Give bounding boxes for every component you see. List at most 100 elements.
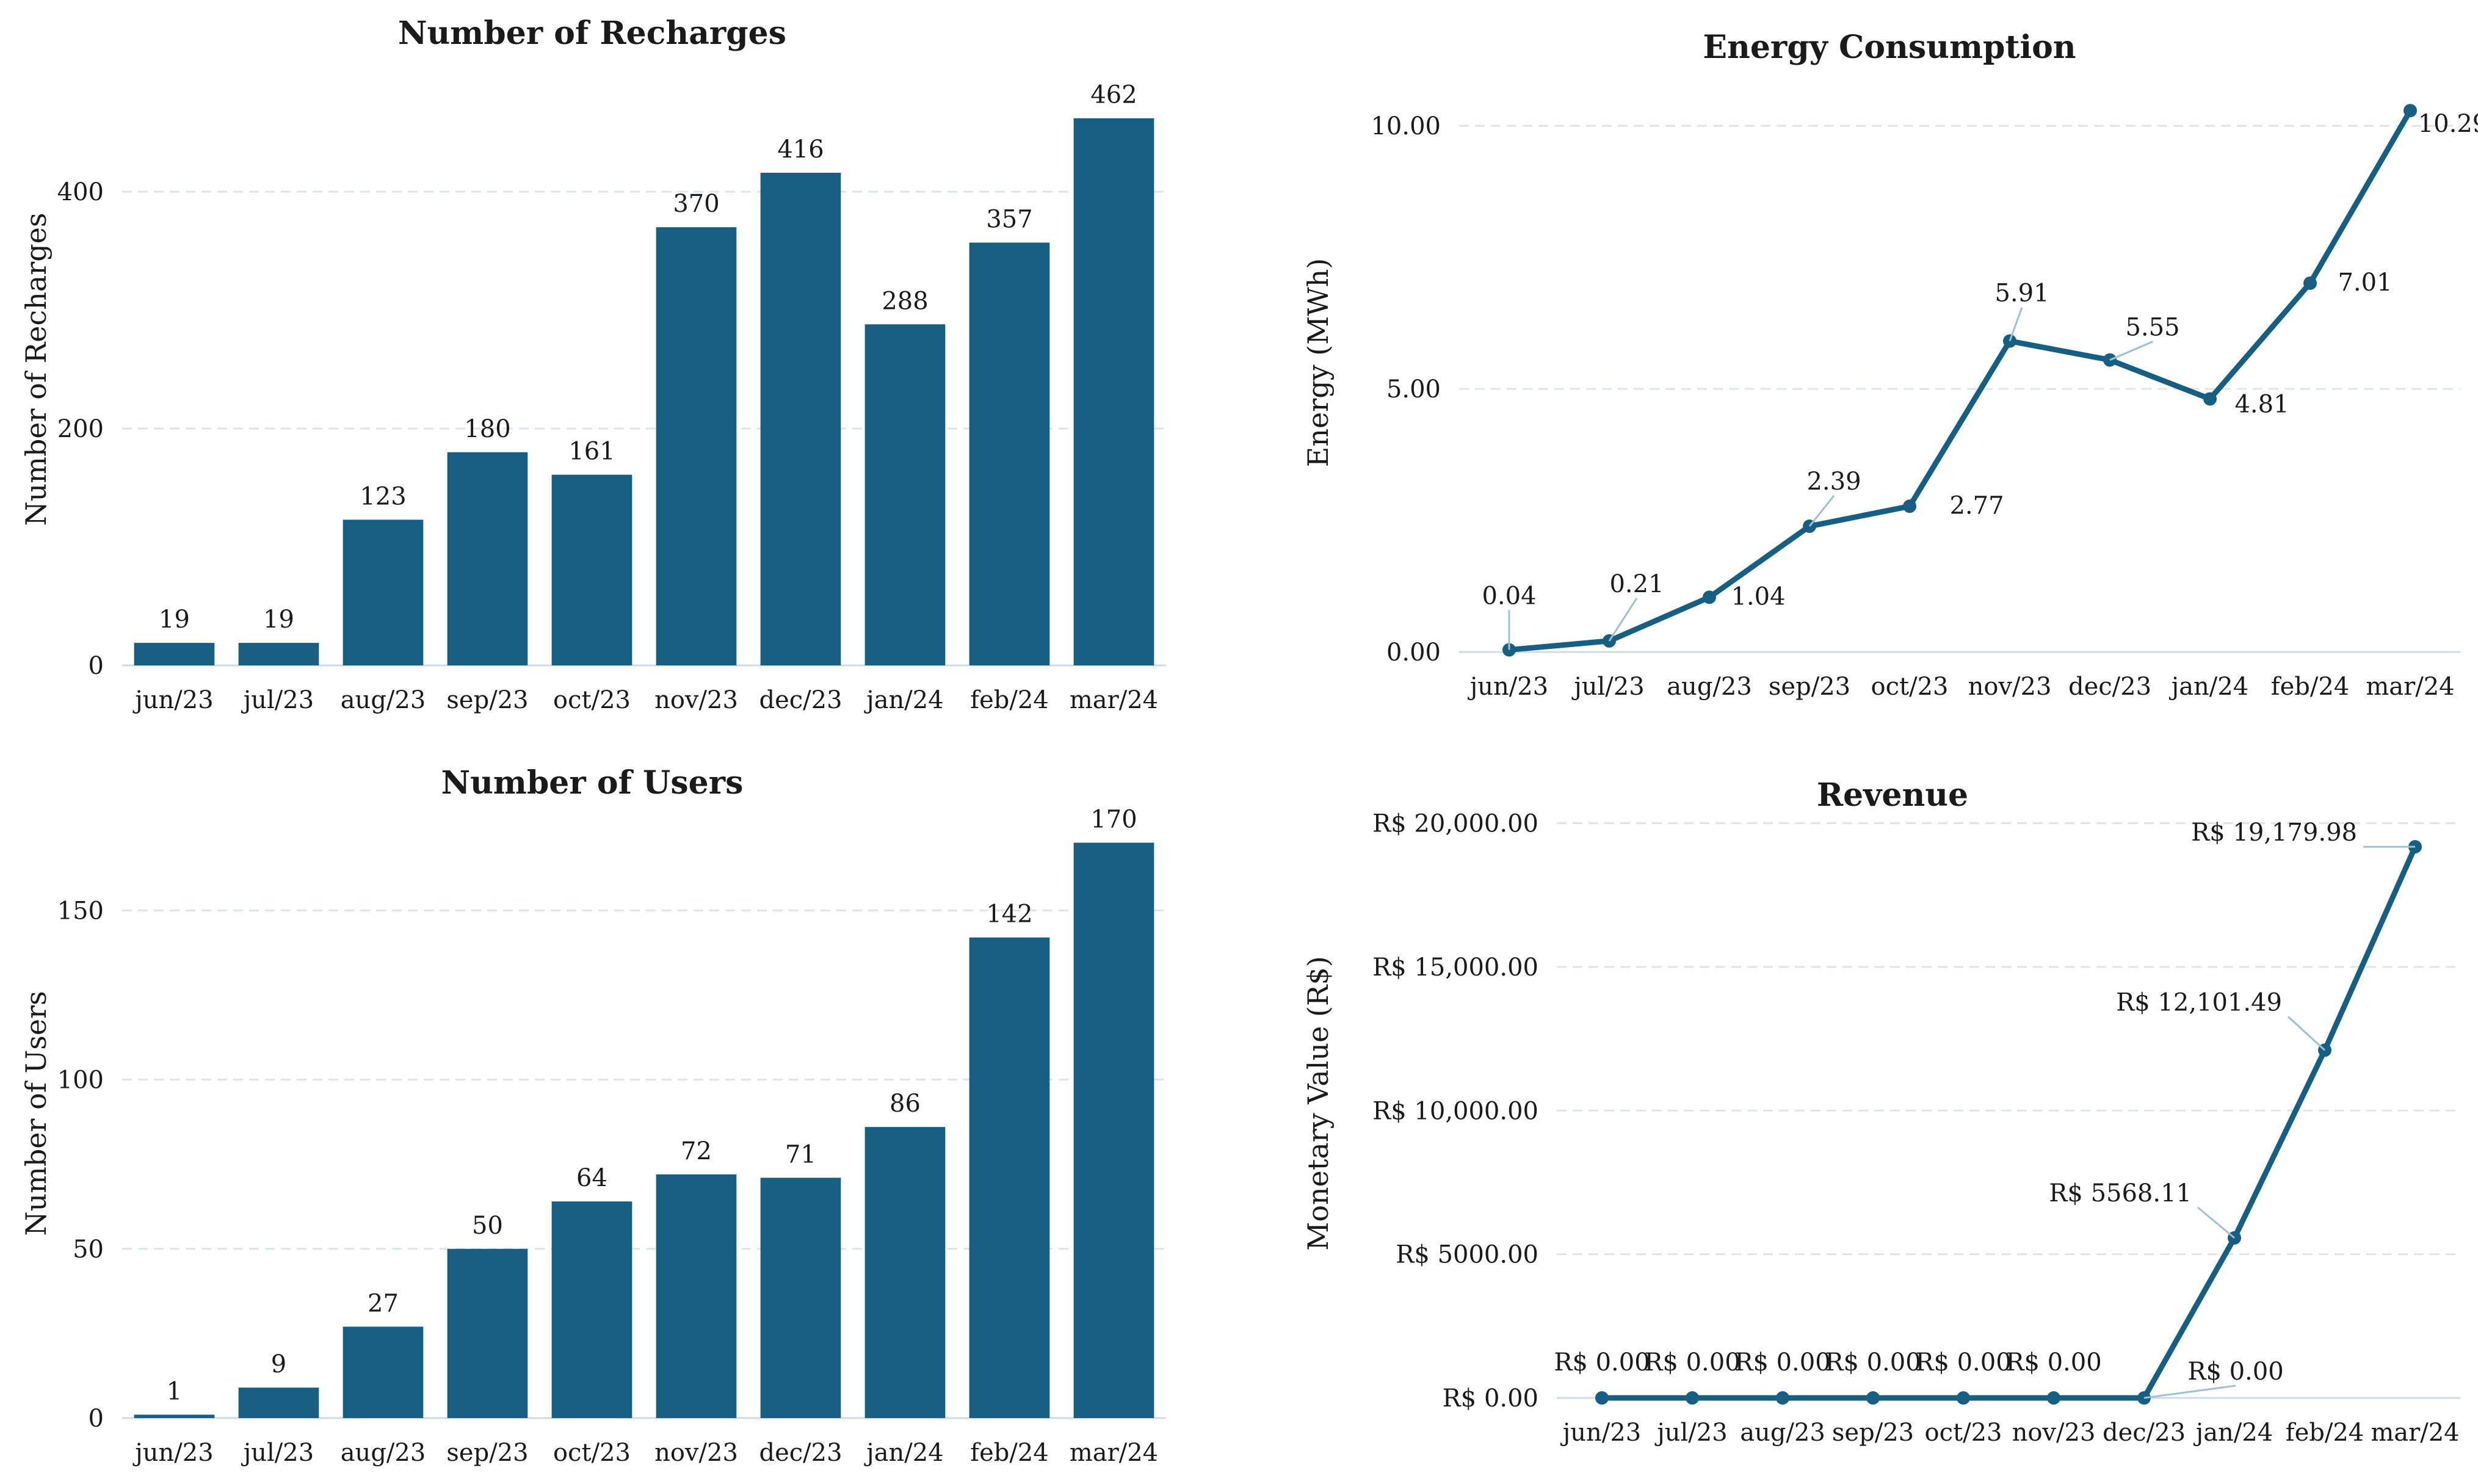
revenue-x-tick-label: jun/23 xyxy=(1560,1419,1641,1447)
users-data-label: 9 xyxy=(271,1350,286,1378)
users-bar xyxy=(238,1388,319,1418)
recharges-data-label: 370 xyxy=(673,190,719,218)
revenue-leader-line xyxy=(2197,1206,2235,1239)
energy-data-label: 5.55 xyxy=(2125,314,2179,342)
recharges-y-tick-label: 0 xyxy=(89,652,104,680)
revenue-leader-line xyxy=(2143,1384,2236,1399)
revenue-data-point xyxy=(1595,1391,1609,1405)
users-data-label: 86 xyxy=(889,1090,921,1118)
revenue-y-tick-label: R$ 5000.00 xyxy=(1396,1241,1538,1269)
users-x-tick-label: oct/23 xyxy=(553,1439,631,1467)
recharges-bar xyxy=(656,227,737,665)
energy-x-tick-label: mar/24 xyxy=(2366,673,2454,701)
recharges-x-tick-label: jul/23 xyxy=(241,686,314,714)
revenue-x-tick-label: nov/23 xyxy=(2012,1419,2096,1447)
revenue-y-tick-label: R$ 20,000.00 xyxy=(1372,810,1538,838)
users-x-tick-label: jan/24 xyxy=(864,1439,943,1467)
recharges-bar xyxy=(551,474,632,665)
recharges-data-label: 416 xyxy=(777,136,824,164)
energy-series-line xyxy=(1509,109,2413,653)
revenue-y-tick-label: R$ 10,000.00 xyxy=(1372,1097,1538,1125)
revenue-data-label: R$ 0.00 xyxy=(1554,1348,1650,1377)
recharges-bar xyxy=(969,242,1050,665)
energy-x-tick-label: oct/23 xyxy=(1871,673,1949,701)
users-bar xyxy=(1073,842,1154,1418)
energy-data-point xyxy=(2404,104,2417,118)
recharges-y-tick-label: 200 xyxy=(57,415,104,443)
energy-leader-line xyxy=(1808,495,1835,527)
energy-leader-line xyxy=(2009,307,2023,342)
energy-x-tick-label: sep/23 xyxy=(1769,673,1850,701)
energy-y-axis-label: Energy (MWh) xyxy=(1302,258,1335,467)
energy-data-point xyxy=(1703,590,1716,604)
recharges-bar xyxy=(1073,118,1154,666)
revenue-x-tick-label: jul/23 xyxy=(1654,1419,1727,1447)
revenue-y-tick-label: R$ 15,000.00 xyxy=(1372,954,1538,982)
users-data-label: 50 xyxy=(472,1212,503,1240)
users-y-tick-label: 50 xyxy=(73,1236,104,1264)
revenue-data-label: R$ 19,179.98 xyxy=(2191,819,2357,847)
revenue-data-label: R$ 0.00 xyxy=(1915,1348,2011,1377)
users-bar xyxy=(551,1201,632,1418)
revenue-data-label: R$ 0.00 xyxy=(1825,1348,1921,1377)
revenue-data-point xyxy=(2047,1391,2060,1405)
energy-x-tick-label: jan/24 xyxy=(2169,673,2248,701)
energy-y-tick-label: 10.00 xyxy=(1371,112,1441,140)
recharges-data-label: 19 xyxy=(159,606,190,634)
revenue-data-point xyxy=(1686,1391,1699,1405)
users-data-label: 27 xyxy=(368,1289,399,1317)
users-x-tick-label: sep/23 xyxy=(446,1439,528,1467)
revenue-x-tick-label: aug/23 xyxy=(1740,1419,1825,1447)
recharges-chart-title: Number of Recharges xyxy=(398,15,786,52)
revenue-series-line xyxy=(1602,845,2418,1401)
revenue-data-point xyxy=(1866,1391,1880,1405)
energy-chart-title: Energy Consumption xyxy=(1703,29,2076,66)
recharges-x-tick-label: aug/23 xyxy=(341,686,426,714)
recharges-bar xyxy=(447,452,528,665)
users-x-tick-label: dec/23 xyxy=(759,1439,842,1467)
revenue-x-tick-label: dec/23 xyxy=(2103,1419,2186,1447)
energy-data-label: 0.21 xyxy=(1609,570,1664,598)
recharges-x-tick-label: sep/23 xyxy=(446,686,528,714)
users-y-tick-label: 0 xyxy=(89,1405,104,1433)
energy-y-tick-label: 0.00 xyxy=(1386,639,1441,667)
users-bar xyxy=(342,1327,424,1418)
recharges-bar xyxy=(134,643,215,665)
users-x-tick-label: nov/23 xyxy=(654,1439,738,1467)
energy-x-tick-label: aug/23 xyxy=(1667,673,1752,701)
users-bar xyxy=(760,1178,841,1418)
recharges-chart-panel: Number of Recharges Number of Recharges 0 2… xyxy=(0,0,1233,742)
recharges-data-label: 357 xyxy=(986,205,1032,233)
users-bar xyxy=(656,1174,737,1418)
users-y-tick-label: 150 xyxy=(57,897,104,925)
energy-data-label: 7.01 xyxy=(2338,269,2392,297)
energy-data-point xyxy=(1903,499,1916,513)
revenue-data-point xyxy=(1957,1391,1970,1405)
recharges-x-tick-label: nov/23 xyxy=(654,686,738,714)
revenue-data-label: R$ 0.00 xyxy=(2005,1348,2101,1377)
users-chart-title: Number of Users xyxy=(441,764,744,802)
recharges-bar xyxy=(864,324,946,665)
revenue-data-label: R$ 0.00 xyxy=(2187,1358,2283,1386)
users-data-label: 64 xyxy=(576,1164,607,1192)
recharges-x-tick-label: mar/24 xyxy=(1070,686,1158,714)
energy-x-tick-label: jun/23 xyxy=(1468,673,1548,701)
revenue-x-tick-label: feb/24 xyxy=(2286,1419,2364,1447)
recharges-x-tick-label: oct/23 xyxy=(553,686,631,714)
recharges-data-label: 288 xyxy=(882,287,928,315)
energy-chart-panel: Energy Consumption Energy (MWh) 0.00 5.00 10… xyxy=(1276,0,2478,742)
revenue-data-label: R$ 0.00 xyxy=(1734,1348,1830,1377)
users-bar xyxy=(134,1414,215,1418)
revenue-chart: Revenue Monetary Value (R$) R$ 0.00 R$ 5000… xyxy=(1302,776,2460,1447)
users-chart-panel: Number of Users Number of Users 0 50 100 150 j… xyxy=(0,748,1233,1484)
users-data-label: 71 xyxy=(785,1140,816,1168)
recharges-y-tick-label: 400 xyxy=(57,178,104,206)
revenue-x-tick-label: sep/23 xyxy=(1832,1419,1914,1447)
revenue-x-tick-label: mar/24 xyxy=(2371,1419,2459,1447)
users-data-label: 72 xyxy=(681,1137,712,1165)
users-x-tick-label: feb/24 xyxy=(970,1439,1048,1467)
energy-data-label: 2.39 xyxy=(1806,468,1861,496)
users-bar xyxy=(969,937,1050,1418)
recharges-data-label: 123 xyxy=(360,482,406,510)
energy-x-tick-label: nov/23 xyxy=(1968,673,2052,701)
